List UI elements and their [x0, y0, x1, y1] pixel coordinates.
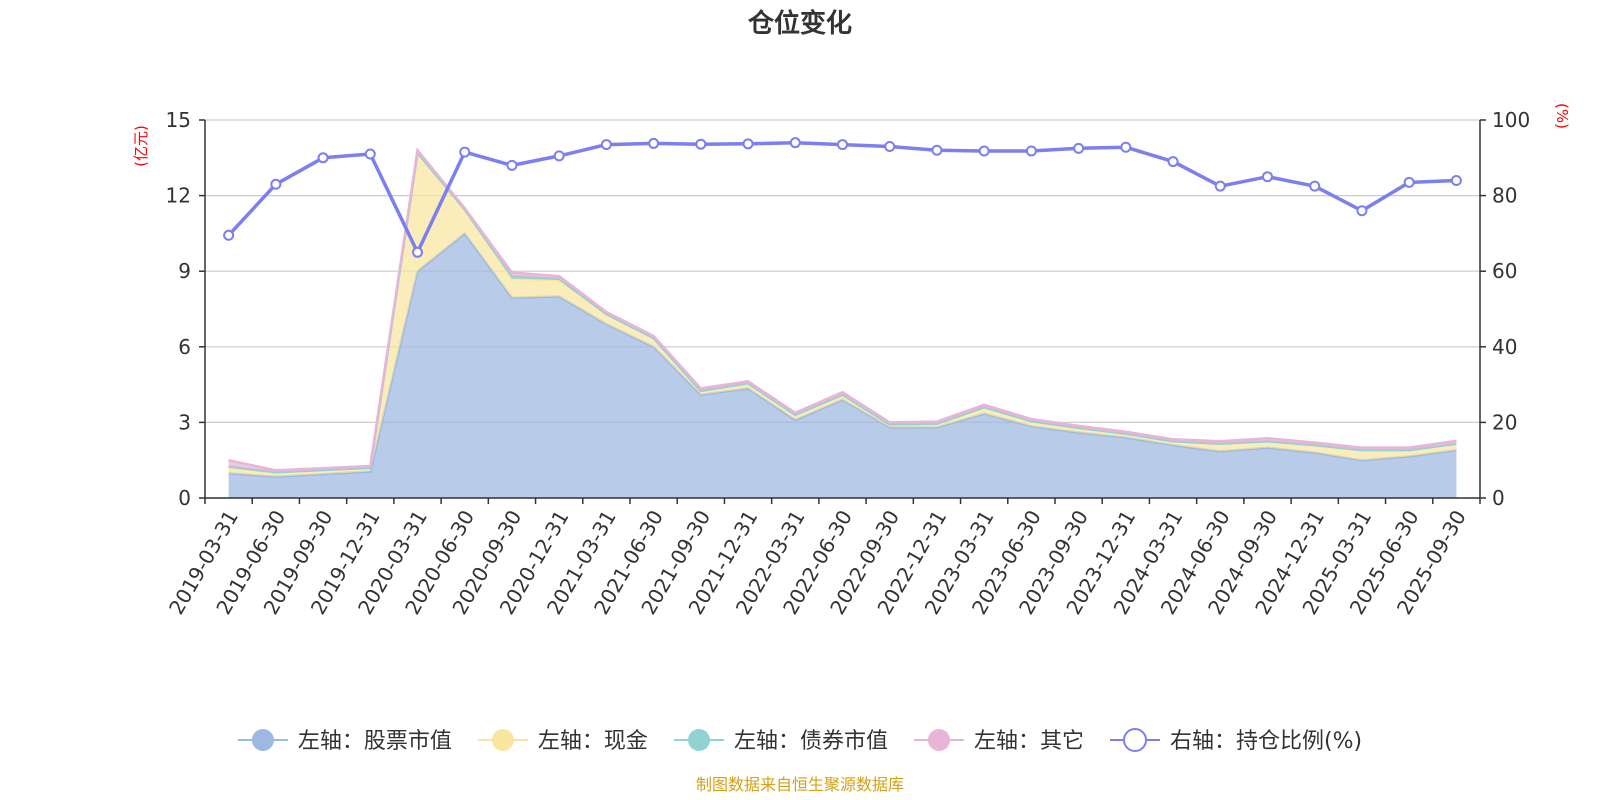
- right-axis-unit: (%): [1553, 103, 1571, 129]
- right-tick-label: 100: [1492, 108, 1530, 132]
- ratio-point: [931, 144, 943, 156]
- data-source-note: 制图数据来自恒生聚源数据库: [696, 775, 904, 794]
- legend-label: 左轴：股票市值: [298, 729, 452, 754]
- legend-label: 左轴：债券市值: [734, 729, 888, 754]
- axes: 036912150204060801002019-03-312019-06-30…: [164, 108, 1530, 619]
- ratio-point: [506, 159, 518, 171]
- ratio-point: [600, 139, 612, 151]
- ratio-point: [459, 146, 471, 158]
- ratio-point: [1214, 180, 1226, 192]
- ratio-point: [270, 178, 282, 190]
- ratio-point: [364, 148, 376, 160]
- ratio-point: [1073, 142, 1085, 154]
- chart-title: 仓位变化: [747, 8, 852, 39]
- ratio-point: [1403, 176, 1415, 188]
- legend-item: 右轴：持仓比例(%): [1110, 728, 1362, 754]
- right-tick-label: 0: [1492, 486, 1505, 510]
- legend-marker: [688, 729, 710, 751]
- ratio-point: [223, 229, 235, 241]
- ratio-point: [837, 139, 848, 151]
- left-tick-label: 6: [178, 335, 191, 359]
- legend: 左轴：股票市值 左轴：现金 左轴：债券市值 左轴：其它 右轴：持仓比例(%): [237, 728, 1362, 754]
- legend-label: 右轴：持仓比例(%): [1170, 729, 1362, 754]
- ratio-point: [695, 138, 707, 150]
- legend-item: 左轴：其它: [914, 729, 1084, 754]
- ratio-point: [742, 138, 754, 150]
- legend-marker: [251, 729, 274, 751]
- legend-label: 左轴：其它: [974, 729, 1084, 754]
- ratio-point: [1025, 145, 1037, 157]
- legend-marker: [928, 729, 950, 751]
- legend-item: 左轴：股票市值: [237, 729, 452, 754]
- left-axis-unit: (亿元): [132, 125, 150, 167]
- left-tick-label: 3: [178, 410, 191, 434]
- ratio-point: [553, 150, 565, 162]
- ratio-point: [1120, 141, 1132, 153]
- ratio-point: [978, 145, 990, 157]
- ratio-point: [648, 137, 660, 149]
- left-tick-label: 15: [166, 108, 191, 132]
- legend-label: 左轴：现金: [538, 729, 648, 754]
- ratio-point: [1356, 205, 1368, 217]
- area-edge-左轴：其它: [228, 147, 1457, 472]
- legend-item: 左轴：债券市值: [674, 729, 888, 754]
- ratio-line-series: [223, 137, 1462, 258]
- legend-item: 左轴：现金: [477, 729, 648, 754]
- ratio-point: [1262, 171, 1273, 183]
- ratio-point: [1167, 156, 1179, 168]
- ratio-point: [1309, 180, 1321, 192]
- left-tick-label: 12: [166, 184, 191, 208]
- legend-marker: [1123, 728, 1147, 752]
- right-tick-label: 20: [1492, 410, 1517, 434]
- right-tick-label: 40: [1492, 335, 1517, 359]
- left-tick-label: 0: [178, 486, 191, 510]
- right-tick-label: 60: [1492, 259, 1517, 283]
- area-左轴：股票市值: [228, 233, 1457, 498]
- legend-marker: [491, 729, 514, 751]
- right-tick-label: 80: [1492, 184, 1517, 208]
- stacked-areas: [228, 147, 1457, 498]
- ratio-point: [789, 137, 801, 149]
- left-tick-label: 9: [178, 259, 191, 283]
- ratio-point: [317, 152, 329, 164]
- ratio-point: [884, 140, 896, 152]
- ratio-point: [412, 246, 423, 258]
- ratio-point: [1450, 174, 1462, 186]
